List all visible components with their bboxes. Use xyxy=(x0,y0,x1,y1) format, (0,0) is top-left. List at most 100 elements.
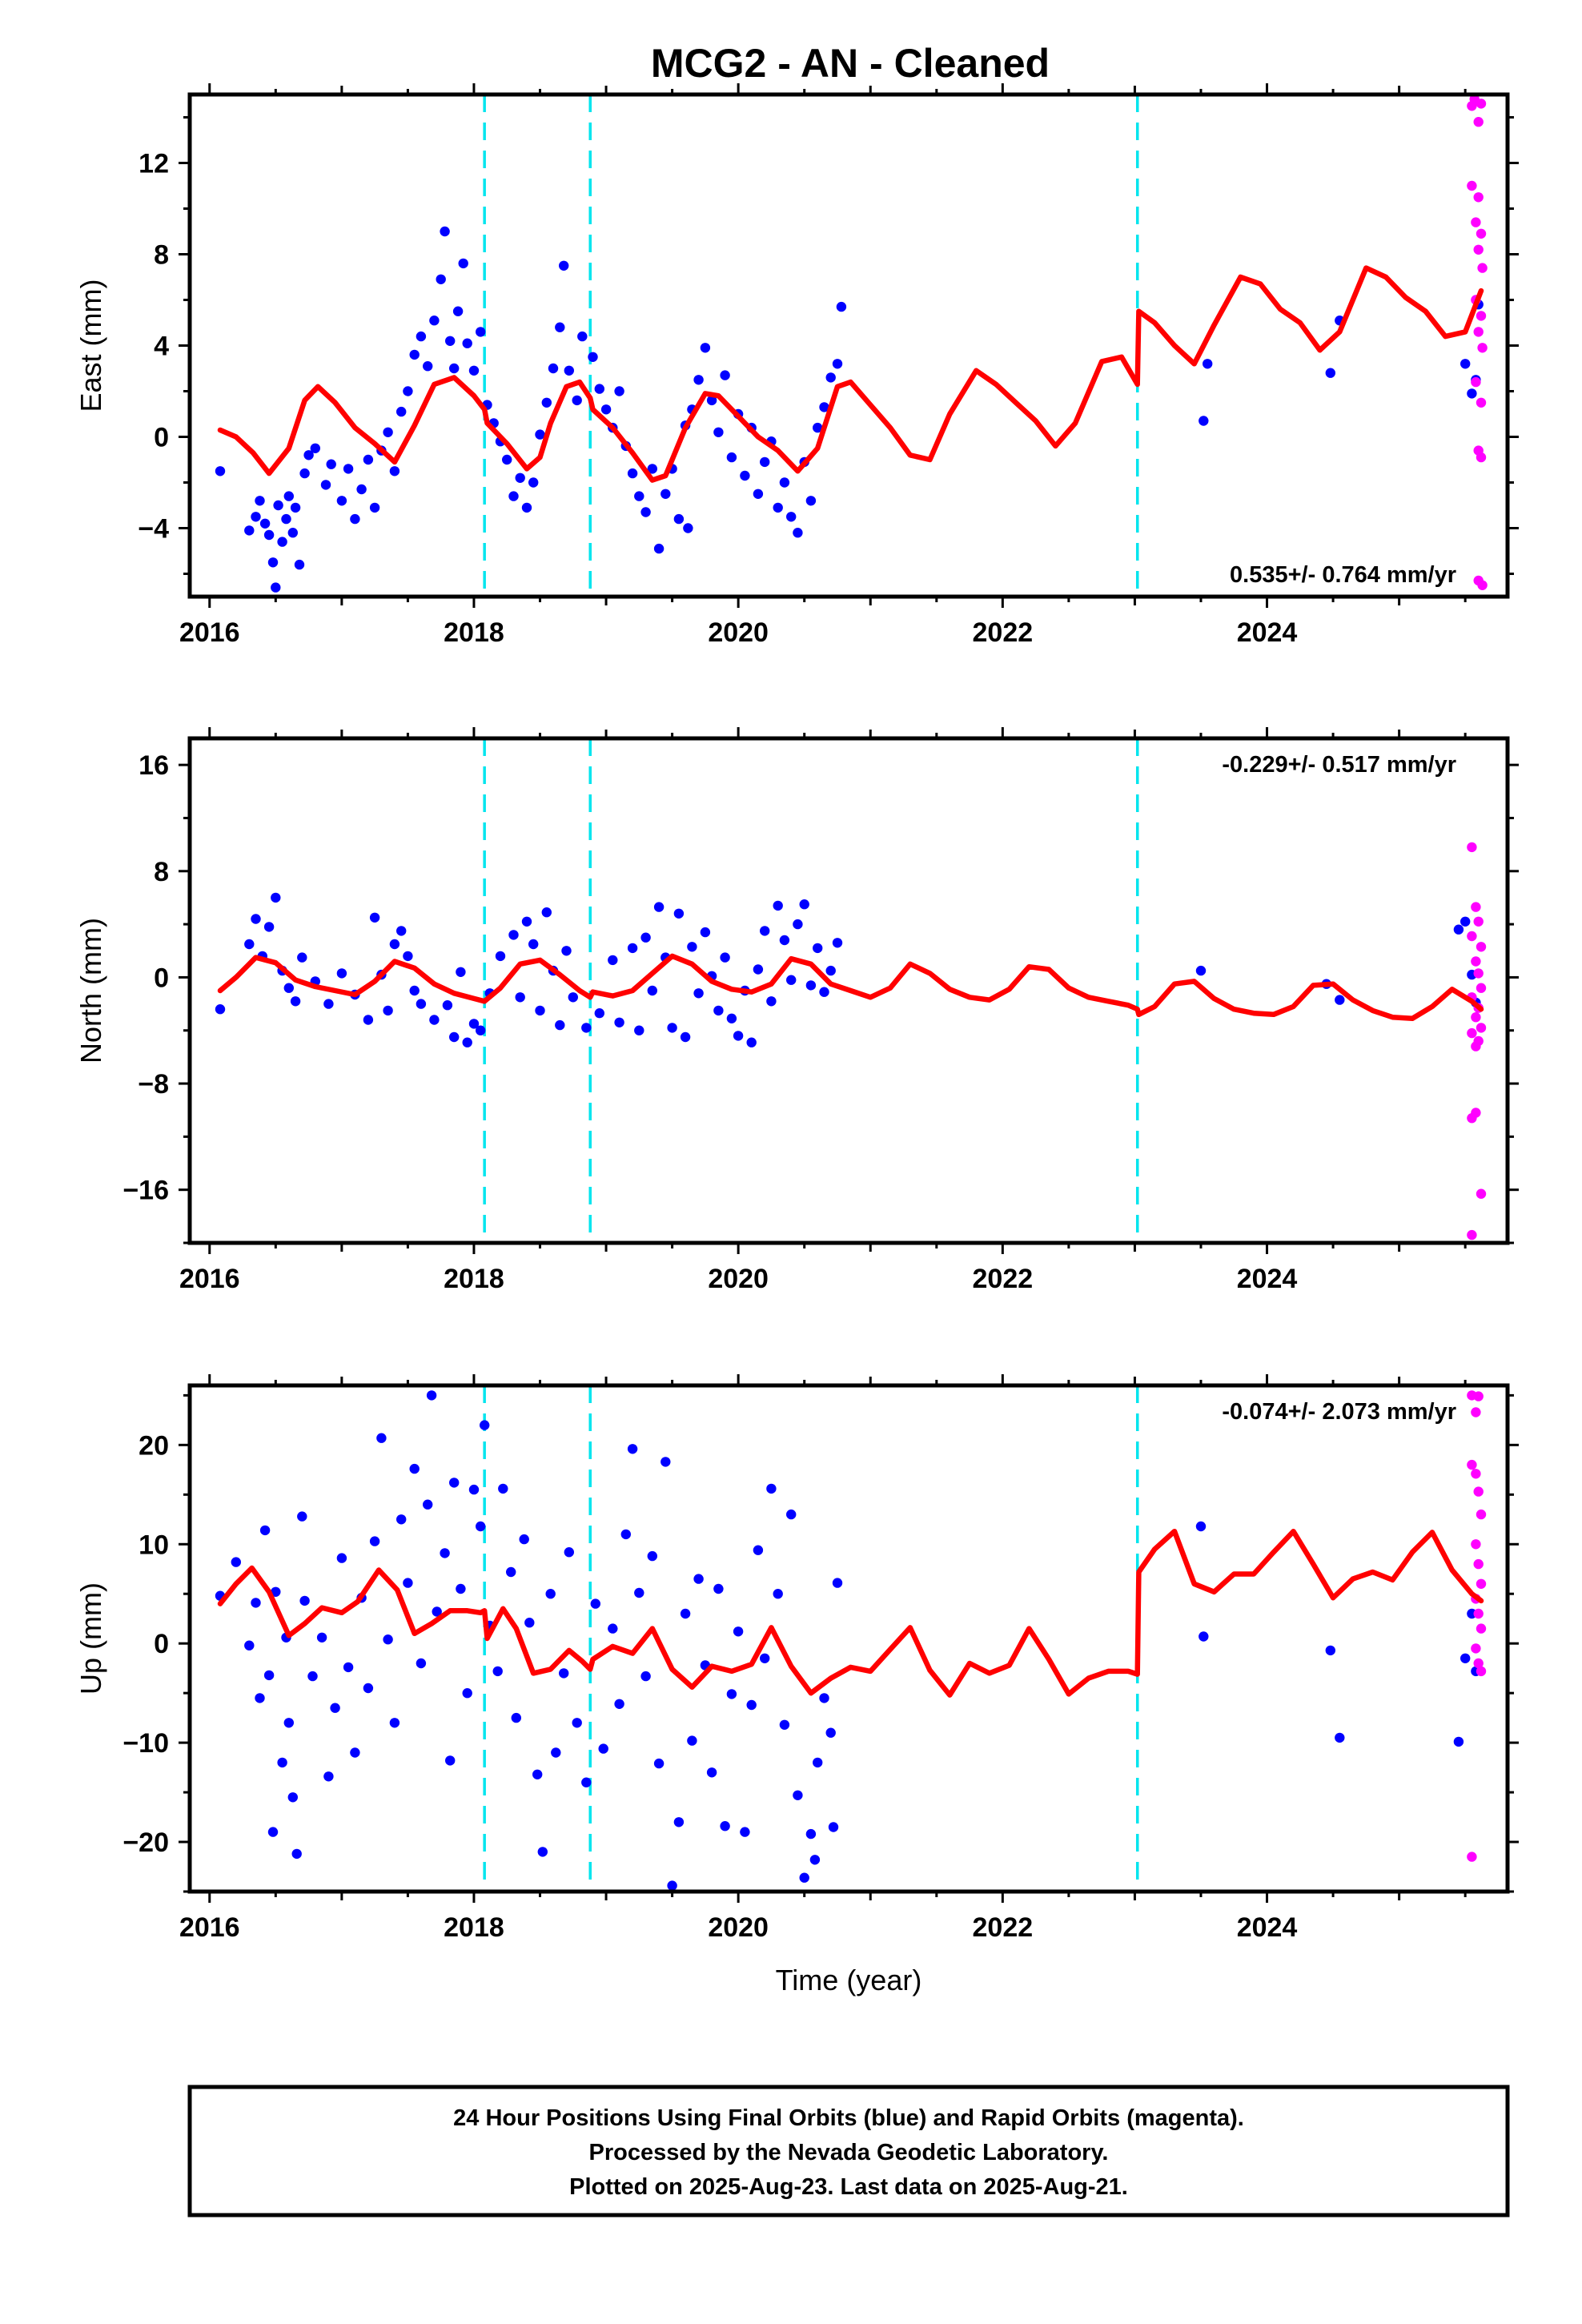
north-final-point-72 xyxy=(799,899,809,910)
up-final-point-82 xyxy=(746,1699,757,1711)
north-final-point-0 xyxy=(215,1004,226,1015)
up-final-point-53 xyxy=(545,1589,556,1599)
up-final-point-6 xyxy=(263,1670,275,1681)
up-final-point-95 xyxy=(825,1727,836,1738)
north-final-point-24 xyxy=(442,1000,453,1011)
up-final-point-55 xyxy=(559,1668,569,1679)
up-final-point-84 xyxy=(760,1653,770,1663)
north-final-point-42 xyxy=(581,1023,592,1033)
east-rapid-point-9 xyxy=(1477,263,1488,273)
east-final-point-25 xyxy=(369,502,380,513)
east-final-point-35 xyxy=(436,274,446,284)
up-final-point-11 xyxy=(283,1718,294,1728)
east-xtick-label-2020: 2020 xyxy=(708,617,769,648)
east-final-point-13 xyxy=(290,502,301,513)
up-rapid-point-6 xyxy=(1476,1509,1487,1520)
east-final-point-56 xyxy=(559,260,569,271)
north-rapid-point-3 xyxy=(1467,931,1477,942)
up-final-point-85 xyxy=(766,1483,777,1494)
east-xtick-label-2016: 2016 xyxy=(179,617,240,648)
east-frame xyxy=(187,92,1510,599)
east-final-point-66 xyxy=(627,468,638,479)
north-final-point-73 xyxy=(805,980,817,991)
up-final-point-3 xyxy=(251,1598,261,1608)
east-final-point-18 xyxy=(320,480,331,490)
north-ytick-label--8: −8 xyxy=(138,1069,169,1100)
up-final-point-47 xyxy=(506,1566,516,1578)
up-final-point-32 xyxy=(416,1658,427,1669)
up-final-point-64 xyxy=(627,1444,638,1454)
up-final-point-83 xyxy=(753,1545,764,1555)
up-final-point-5 xyxy=(259,1525,271,1536)
east-final-point-19 xyxy=(326,459,336,469)
east-final-point-52 xyxy=(535,429,545,440)
chart-title: MCG2 - AN - Cleaned xyxy=(651,41,1050,86)
north-rapid-point-6 xyxy=(1473,968,1484,979)
up-rapid-point-1 xyxy=(1471,1407,1481,1417)
north-frame xyxy=(187,736,1510,1245)
up-final-point-18 xyxy=(323,1771,334,1782)
north-model-line xyxy=(217,953,1484,1022)
up-final-point-103 xyxy=(1460,1653,1471,1663)
up-final-point-49 xyxy=(519,1534,529,1545)
east-xtick-label-2022: 2022 xyxy=(973,617,1034,648)
north-rapid-point-2 xyxy=(1473,916,1484,927)
north-final-point-37 xyxy=(541,907,552,918)
up-rapid-point-8 xyxy=(1473,1558,1484,1570)
up-final-point-46 xyxy=(498,1483,508,1494)
east-final-point-10 xyxy=(281,513,291,525)
east-final-point-16 xyxy=(303,450,314,460)
up-final-point-15 xyxy=(299,1595,310,1606)
up-rapid-point-7 xyxy=(1471,1539,1481,1550)
east-final-point-98 xyxy=(832,359,843,369)
up-ytick-label-10: 10 xyxy=(139,1530,169,1560)
up-final-point-27 xyxy=(383,1634,393,1645)
east-final-point-62 xyxy=(600,404,612,415)
up-final-point-76 xyxy=(706,1767,717,1778)
north-rapid-point-0 xyxy=(1467,842,1477,853)
east-final-point-47 xyxy=(502,454,512,465)
north-xtick-label-2022: 2022 xyxy=(973,1264,1034,1294)
up-final-point-89 xyxy=(793,1790,803,1800)
east-final-point-28 xyxy=(389,466,400,476)
up-final-point-45 xyxy=(492,1666,503,1677)
up-rapid-point-16 xyxy=(1467,1852,1477,1862)
up-final-point-79 xyxy=(726,1689,737,1699)
up-final-point-39 xyxy=(456,1583,466,1594)
east-final-point-67 xyxy=(634,491,644,501)
east-final-point-64 xyxy=(614,386,624,396)
up-final-point-54 xyxy=(551,1747,561,1758)
up-final-point-93 xyxy=(813,1757,823,1768)
up-ylabel: Up (mm) xyxy=(74,1582,107,1695)
east-final-point-89 xyxy=(773,502,783,513)
east-final-point-50 xyxy=(521,502,532,513)
east-ylabel: East (mm) xyxy=(74,279,107,412)
up-final-point-63 xyxy=(620,1529,631,1540)
up-final-point-38 xyxy=(449,1478,460,1488)
east-final-point-54 xyxy=(548,363,559,374)
east-final-point-90 xyxy=(779,477,790,488)
up-ytick-label-20: 20 xyxy=(139,1430,169,1461)
up-final-point-19 xyxy=(330,1703,340,1713)
east-final-point-92 xyxy=(793,528,803,538)
east-final-point-96 xyxy=(819,402,829,412)
east-final-point-59 xyxy=(577,331,588,342)
east-final-point-75 xyxy=(683,523,693,533)
north-final-point-34 xyxy=(521,916,532,927)
up-final-point-88 xyxy=(786,1509,797,1520)
up-final-point-87 xyxy=(779,1719,790,1730)
footer-line-1: 24 Hour Positions Using Final Orbits (bl… xyxy=(453,2105,1244,2131)
up-final-point-69 xyxy=(661,1457,671,1467)
east-final-point-78 xyxy=(700,343,711,353)
footer-frame xyxy=(187,2085,1510,2217)
up-final-point-60 xyxy=(598,1743,608,1754)
north-panel: 2016 2018 2020 2022 2024 −16 −8 0 8 16 North (mm) -… xyxy=(74,727,1519,1294)
east-final-point-43 xyxy=(476,327,486,337)
east-rapid-point-3 xyxy=(1476,99,1487,109)
north-final-point-29 xyxy=(476,1025,486,1035)
east-final-point-32 xyxy=(416,331,427,342)
up-final-point-16 xyxy=(307,1671,318,1682)
east-final-point-36 xyxy=(440,226,450,237)
east-final-point-39 xyxy=(452,306,464,316)
north-final-point-76 xyxy=(825,965,836,976)
